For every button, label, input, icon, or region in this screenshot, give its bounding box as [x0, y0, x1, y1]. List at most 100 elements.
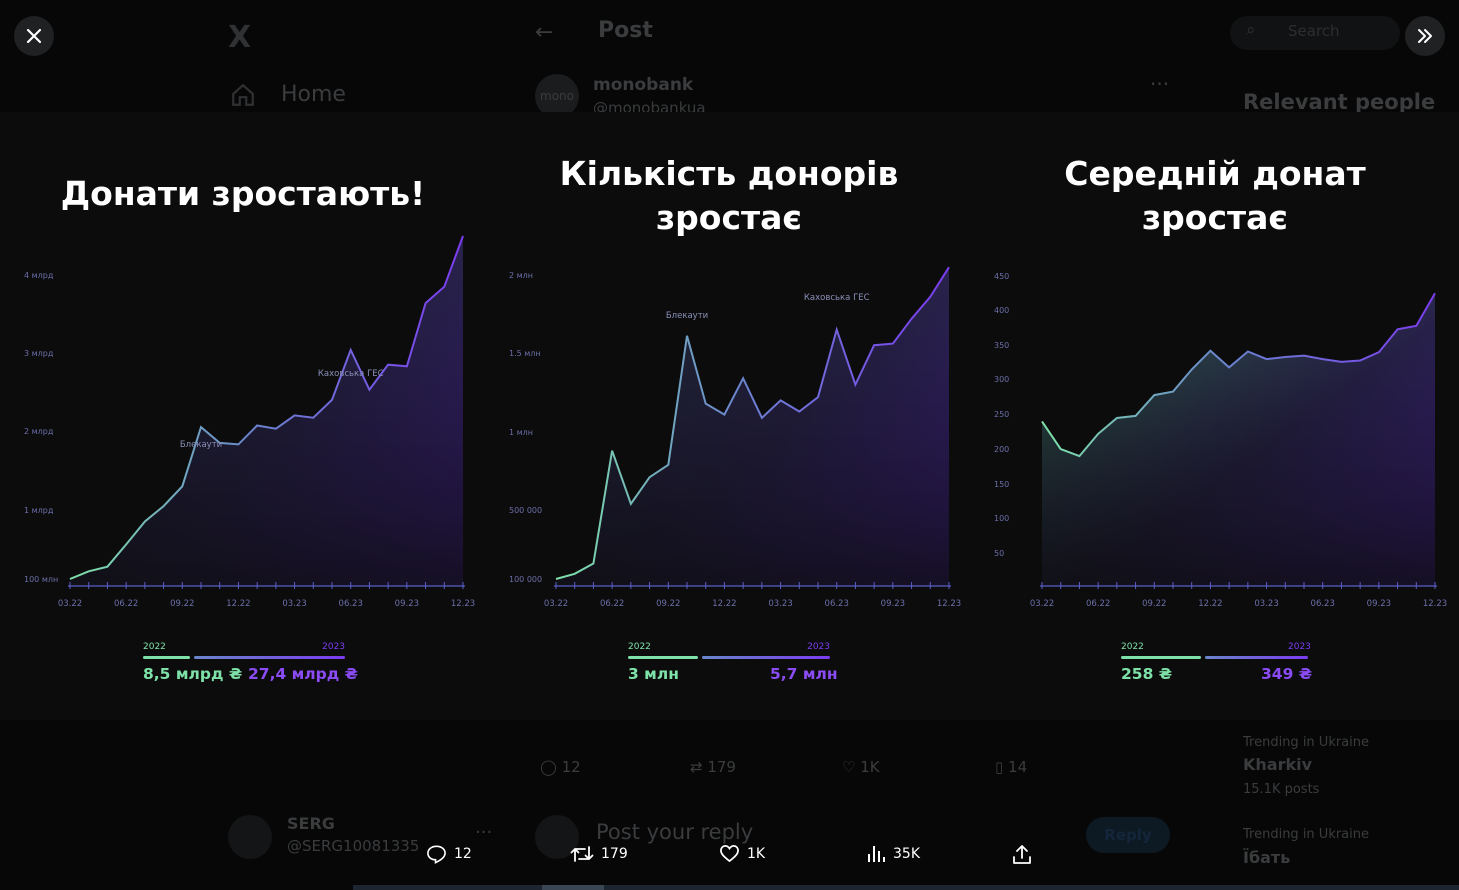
legend-bar-2022 [1121, 656, 1201, 659]
legend-value-2022: 8,5 млрд ₴ [143, 665, 243, 683]
x-tick-label: 03.22 [1030, 599, 1054, 609]
series-line [1041, 292, 1436, 458]
expand-button[interactable] [1405, 16, 1445, 56]
x-tick-label: 06.23 [1311, 599, 1335, 609]
chart-panel-donations: Донати зростають! 03.22 06.22 09.22 12.22 03… [0, 112, 486, 720]
x-tick-label: 09.22 [1142, 599, 1166, 609]
x-tick-label: 09.23 [395, 599, 419, 609]
views-icon [868, 846, 885, 862]
y-tick-label: 100 [994, 514, 1009, 523]
commenter-handle: @SERG10081335 [287, 837, 420, 855]
x-tick-label: 03.23 [768, 599, 792, 609]
x-tick-label: 06.22 [600, 599, 624, 609]
x-logo: X [228, 20, 252, 55]
x-tick-label: 06.23 [825, 599, 849, 609]
more-icon: ··· [1150, 72, 1170, 96]
series-area-shade [556, 267, 949, 586]
y-tick-label: 400 [994, 306, 1009, 315]
legend-donors: 2022 2023 3 млн 5,7 млн [628, 642, 838, 692]
back-arrow-icon: ← [535, 20, 554, 45]
y-tick-label: 2 млрд [24, 427, 54, 436]
series-line [69, 235, 464, 580]
bg-reply-count: ◯ 12 [540, 758, 581, 776]
legend-bar-2022 [143, 656, 190, 659]
media-image: Донати зростають! 03.22 06.22 09.22 12.22 03… [0, 112, 1459, 720]
like-count: 1K [747, 845, 766, 862]
x-tick-label: 12.22 [712, 599, 736, 609]
y-tick-label: 150 [994, 480, 1009, 489]
bg-bookmark-count: ▯ 14 [995, 758, 1028, 776]
author-name: monobank [593, 75, 694, 95]
annotation-label: Каховська ГЕС [318, 369, 384, 379]
y-tick-label: 200 [994, 445, 1009, 454]
x-tick-label: 09.22 [656, 599, 680, 609]
legend-bar-2023 [702, 656, 830, 659]
y-tick-label: 4 млрд [24, 271, 54, 280]
views-action[interactable]: 35K [866, 844, 920, 864]
chart-title: Кількість донорів зростає [559, 154, 899, 237]
trending1-label: Trending in Ukraine [1243, 735, 1370, 750]
x-tick-label: 06.22 [114, 599, 138, 609]
chart-title: Середній донат зростає [1064, 154, 1366, 237]
relevant-people-heading: Relevant people [1243, 90, 1436, 114]
commenter-avatar [228, 815, 272, 859]
x-tick-label: 03.22 [58, 599, 82, 609]
legend-year-2022: 2022 [143, 642, 166, 652]
post-action-bar: 12 179 1K 35K [0, 840, 1459, 876]
y-tick-label: 300 [994, 375, 1009, 384]
chart-title: Донати зростають! [60, 174, 426, 213]
series-area-shade [70, 236, 463, 586]
views-count: 35K [893, 846, 920, 862]
x-tick-label: 06.23 [339, 599, 363, 609]
chart-panel-average: Середній донат зростає 03.22 06.22 09.22 12… [972, 112, 1458, 720]
legend-value-2022: 258 ₴ [1121, 665, 1173, 683]
legend-bar-2023 [1205, 656, 1308, 659]
series-line [555, 266, 950, 580]
legend-average: 2022 2023 258 ₴ 349 ₴ [1121, 642, 1331, 692]
close-button[interactable] [14, 16, 54, 56]
header-title: Post [598, 18, 653, 43]
author-avatar: mono [535, 74, 579, 118]
search-placeholder: Search [1288, 22, 1340, 40]
like-action[interactable]: 1K [719, 844, 765, 863]
chart-donations: 03.22 06.22 09.22 12.22 03.23 06.23 09.23 12.23… [24, 235, 475, 609]
x-tick-label: 09.22 [170, 599, 194, 609]
reply-action[interactable]: 12 [426, 844, 472, 864]
legend-value-2023: 349 ₴ [1261, 665, 1313, 683]
legend-year-2022: 2022 [1121, 642, 1144, 652]
nav-home: Home [281, 82, 346, 107]
y-tick-label: 450 [994, 272, 1009, 281]
y-tick-label: 3 млрд [24, 349, 54, 358]
search-box [1230, 16, 1400, 50]
scroll-thumb[interactable] [542, 885, 604, 890]
y-tick-label: 100 000 [509, 575, 542, 584]
chart-panel-donors: Кількість донорів зростає 03.22 06.22 09.2… [486, 112, 972, 720]
y-tick-label: 1.5 млн [509, 349, 541, 358]
repost-action[interactable]: 179 [570, 844, 628, 864]
x-tick-label: 12.22 [226, 599, 250, 609]
legend-bar-2023 [194, 656, 345, 659]
heart-icon [720, 845, 739, 863]
annotation-label: Блекаути [666, 311, 708, 321]
series-area-shade [1042, 293, 1435, 586]
commenter-more-icon: ··· [475, 822, 493, 843]
double-chevron-right-icon [1418, 29, 1432, 43]
reply-count: 12 [454, 846, 472, 862]
share-action[interactable] [1012, 844, 1032, 865]
x-tick-label: 12.23 [1423, 599, 1447, 609]
x-tick-label: 03.23 [282, 599, 306, 609]
chart-donors: 03.22 06.22 09.22 12.22 03.23 06.23 09.23 12.23… [509, 266, 961, 609]
reply-placeholder: Post your reply [596, 820, 754, 844]
x-tick-label: 03.22 [544, 599, 568, 609]
commenter-name: SERG [287, 814, 335, 833]
trending2-topic: Їбать [1243, 848, 1291, 867]
x-tick-label: 06.22 [1086, 599, 1110, 609]
reply-icon [427, 845, 446, 864]
legend-year-2023: 2023 [1288, 642, 1311, 652]
legend-donations: 2022 2023 8,5 млрд ₴ 27,4 млрд ₴ [143, 642, 358, 692]
legend-bar-2022 [628, 656, 698, 659]
y-tick-label: 500 000 [509, 506, 542, 515]
legend-value-2023: 27,4 млрд ₴ [248, 665, 358, 683]
repost-icon [570, 846, 594, 862]
y-tick-label: 1 млн [509, 428, 533, 437]
